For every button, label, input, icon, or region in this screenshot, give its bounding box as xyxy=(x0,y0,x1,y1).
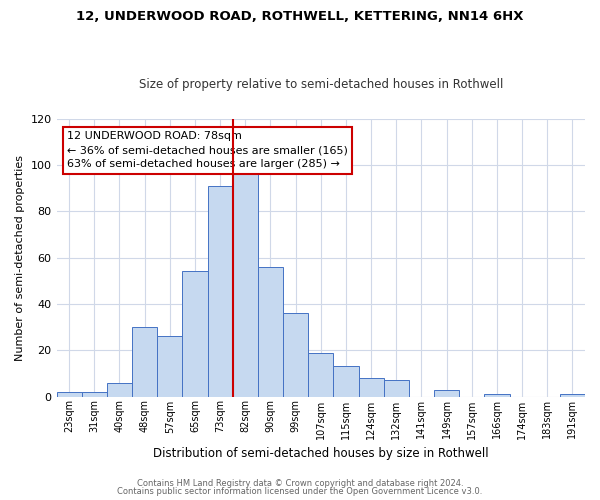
Bar xyxy=(132,327,157,396)
Bar xyxy=(434,390,459,396)
Bar xyxy=(107,382,132,396)
Text: Contains public sector information licensed under the Open Government Licence v3: Contains public sector information licen… xyxy=(118,487,482,496)
Bar xyxy=(182,272,208,396)
Bar xyxy=(383,380,409,396)
Bar xyxy=(283,313,308,396)
Bar xyxy=(233,172,258,396)
Text: 12 UNDERWOOD ROAD: 78sqm
← 36% of semi-detached houses are smaller (165)
63% of : 12 UNDERWOOD ROAD: 78sqm ← 36% of semi-d… xyxy=(67,131,348,169)
Bar xyxy=(258,267,283,396)
Bar xyxy=(560,394,585,396)
Bar xyxy=(157,336,182,396)
Title: Size of property relative to semi-detached houses in Rothwell: Size of property relative to semi-detach… xyxy=(139,78,503,91)
Bar xyxy=(334,366,359,396)
Text: 12, UNDERWOOD ROAD, ROTHWELL, KETTERING, NN14 6HX: 12, UNDERWOOD ROAD, ROTHWELL, KETTERING,… xyxy=(76,10,524,23)
Bar xyxy=(359,378,383,396)
Bar xyxy=(208,186,233,396)
Bar xyxy=(484,394,509,396)
Bar xyxy=(308,352,334,397)
Y-axis label: Number of semi-detached properties: Number of semi-detached properties xyxy=(15,154,25,360)
Text: Contains HM Land Registry data © Crown copyright and database right 2024.: Contains HM Land Registry data © Crown c… xyxy=(137,478,463,488)
Bar xyxy=(56,392,82,396)
X-axis label: Distribution of semi-detached houses by size in Rothwell: Distribution of semi-detached houses by … xyxy=(153,447,488,460)
Bar xyxy=(82,392,107,396)
